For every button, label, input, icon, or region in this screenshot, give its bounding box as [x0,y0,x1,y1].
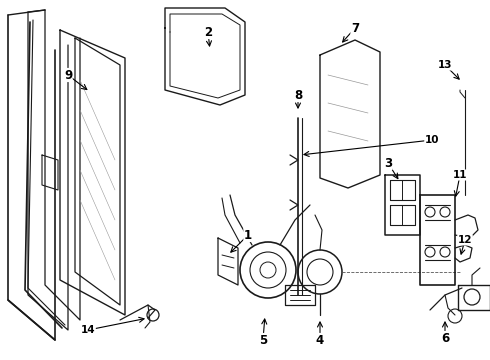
Text: 12: 12 [458,235,472,245]
Text: 3: 3 [384,157,392,170]
Text: 9: 9 [64,68,72,81]
Text: 7: 7 [351,22,359,35]
Text: 1: 1 [244,229,252,242]
Text: 4: 4 [316,333,324,346]
Text: 5: 5 [259,333,267,346]
Text: 8: 8 [294,89,302,102]
Text: 13: 13 [438,60,452,70]
Text: 6: 6 [441,332,449,345]
Text: 10: 10 [425,135,439,145]
Text: 11: 11 [453,170,467,180]
Text: 14: 14 [81,325,96,335]
Text: 2: 2 [204,26,212,39]
